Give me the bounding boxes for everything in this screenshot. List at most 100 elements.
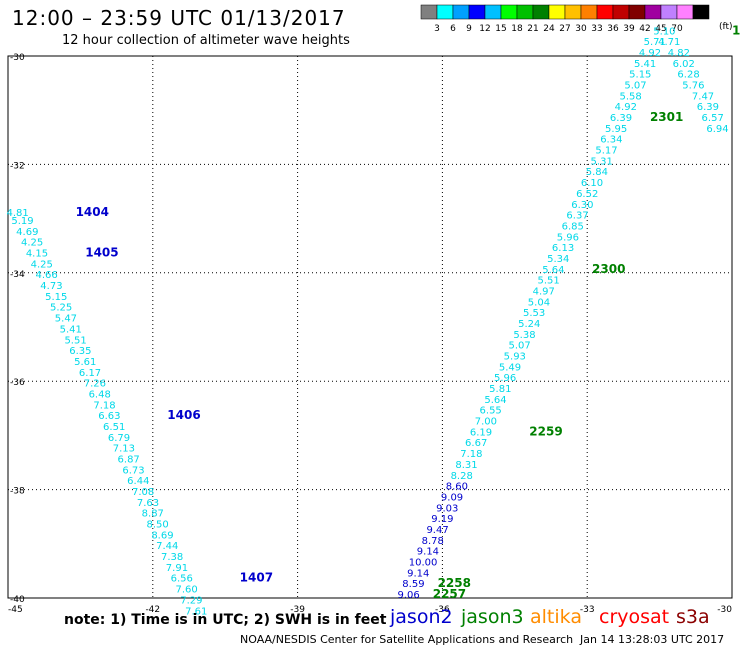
- x-tick-label: -30: [717, 605, 732, 615]
- wave-height-label: 6.56: [171, 574, 193, 585]
- wave-height-label: 4.92: [639, 48, 661, 59]
- colorbar-label: 45: [655, 24, 666, 34]
- colorbar-swatch: [596, 4, 614, 20]
- legend-cryosat: cryosat: [599, 606, 670, 628]
- wave-height-label: 6.73: [122, 465, 144, 476]
- y-tick-label: -32: [10, 161, 25, 171]
- wave-height-label: 7.60: [175, 585, 197, 596]
- wave-height-label: 6.67: [465, 438, 487, 449]
- wave-height-label: 6.39: [697, 102, 719, 113]
- map-frame: [7, 55, 733, 599]
- wave-height-label: 5.19: [11, 216, 33, 227]
- wave-height-label: 4.82: [668, 48, 690, 59]
- wave-height-label: 5.24: [518, 319, 540, 330]
- colorbar-label: 3: [434, 24, 440, 34]
- colorbar-swatch: [612, 4, 630, 20]
- wave-height-label: 5.81: [489, 384, 511, 395]
- wave-height-label: 6.17: [79, 368, 101, 379]
- legend-jason2: jason2: [390, 606, 453, 628]
- wave-height-label: 8.60: [446, 482, 468, 493]
- colorbar-swatch: [676, 4, 694, 20]
- wave-height-label: 4.25: [31, 259, 53, 270]
- wave-height-label: 9.19: [431, 514, 453, 525]
- colorbar-swatch: [420, 4, 438, 20]
- wave-height-label: 4.15: [26, 249, 48, 260]
- wave-height-label: 5.41: [634, 59, 656, 70]
- wave-height-label: 5.61: [74, 357, 96, 368]
- wave-height-label: 10.00: [409, 557, 438, 568]
- time-label: 2258: [438, 576, 471, 590]
- colorbar-swatch: [516, 4, 534, 20]
- wave-height-label: 5.07: [624, 81, 646, 92]
- wave-height-label: 4.97: [533, 286, 555, 297]
- colorbar-swatch: [452, 4, 470, 20]
- wave-height-label: 4.25: [21, 238, 43, 249]
- wave-height-label: 5.76: [682, 81, 704, 92]
- wave-height-label: 9.47: [426, 525, 448, 536]
- wave-height-label: 4.66: [35, 270, 57, 281]
- colorbar-label: 30: [575, 24, 587, 34]
- wave-height-label: 5.07: [508, 341, 530, 352]
- wave-height-label: 5.15: [45, 292, 67, 303]
- y-tick-label: -40: [10, 595, 25, 605]
- wave-height-label: 6.28: [677, 70, 699, 81]
- wave-height-label: 5.49: [499, 362, 521, 373]
- time-label: 2301: [650, 110, 683, 124]
- colorbar-swatch: [564, 4, 582, 20]
- colorbar-label: 15: [495, 24, 506, 34]
- wave-height-label: 8.28: [451, 471, 473, 482]
- y-tick-label: -34: [10, 270, 25, 280]
- colorbar-swatch: [644, 4, 662, 20]
- colorbar-swatch: [532, 4, 550, 20]
- wave-height-label: 6.13: [552, 243, 574, 254]
- wave-height-label: 5.38: [513, 330, 535, 341]
- timestamp: Jan 14 13:28:03 UTC 2017: [580, 633, 725, 646]
- colorbar-label: 70: [671, 24, 683, 34]
- y-tick-label: -38: [10, 487, 25, 497]
- colorbar-label: 39: [623, 24, 635, 34]
- wave-height-label: 5.51: [64, 335, 86, 346]
- wave-height-label: 6.63: [98, 411, 120, 422]
- wave-height-label: 4.73: [40, 281, 62, 292]
- colorbar-label: 18: [511, 24, 523, 34]
- wave-height-label: 7.38: [161, 552, 183, 563]
- wave-height-label: 9.06: [397, 590, 419, 601]
- wave-height-label: 6.79: [108, 433, 130, 444]
- y-tick-label: -30: [10, 53, 25, 63]
- wave-height-label: 5.93: [504, 352, 526, 363]
- wave-height-label: 5.25: [50, 303, 72, 314]
- time-label: 1407: [240, 571, 273, 585]
- wave-height-label: 6.34: [600, 135, 622, 146]
- wave-height-label: 5.15: [629, 70, 651, 81]
- wave-height-label: 5.10: [653, 26, 675, 37]
- wave-height-label: 5.31: [591, 156, 613, 167]
- wave-height-label: 7.63: [137, 498, 159, 509]
- colorbar-label: 27: [559, 24, 570, 34]
- colorbar-swatch: [692, 4, 710, 20]
- wave-height-label: 5.64: [484, 395, 506, 406]
- wave-height-label: 7.13: [113, 444, 135, 455]
- wave-height-label: 6.48: [89, 389, 111, 400]
- credit-text: NOAA/NESDIS Center for Satellite Applica…: [240, 633, 574, 646]
- wave-height-label: 6.85: [562, 221, 584, 232]
- x-tick-label: -39: [290, 605, 305, 615]
- colorbar-swatch: [484, 4, 502, 20]
- wave-height-label: 6.55: [480, 406, 502, 417]
- wave-height-label: 5.95: [605, 124, 627, 135]
- wave-height-label: 6.37: [566, 211, 588, 222]
- wave-height-label: 9.14: [407, 568, 429, 579]
- wave-height-label: 4.71: [658, 37, 680, 48]
- wave-height-label: 8.31: [455, 460, 477, 471]
- wave-height-label: 7.44: [156, 541, 178, 552]
- y-tick-label: -36: [10, 378, 25, 388]
- colorbar-swatch: [628, 4, 646, 20]
- wave-height-label: 7.29: [180, 595, 202, 606]
- wave-height-label: 8.59: [402, 579, 424, 590]
- wave-height-label: 5.96: [557, 232, 579, 243]
- wave-height-label: 4.69: [16, 227, 38, 238]
- wave-height-label: 6.39: [610, 113, 632, 124]
- wave-height-label: 5.51: [537, 276, 559, 287]
- colorbar-label: 6: [450, 24, 456, 34]
- legend-s3a: s3a: [676, 606, 710, 628]
- wave-height-label: 4.92: [615, 102, 637, 113]
